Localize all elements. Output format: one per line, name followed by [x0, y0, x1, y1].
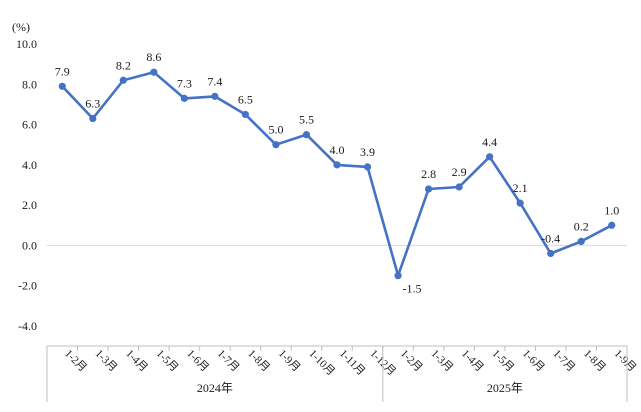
data-point — [241, 110, 250, 119]
data-label: 7.9 — [55, 64, 70, 78]
x-category-label: 1-11月 — [337, 348, 367, 378]
series-layer — [58, 68, 616, 280]
x-category-label: 1-10月 — [306, 348, 337, 379]
x-group-label: 2024年 — [197, 381, 233, 395]
data-point — [333, 161, 341, 169]
x-category-label: 1-2月 — [62, 348, 89, 375]
x-category-label: 1-4月 — [459, 348, 486, 375]
x-category-label: 1-8月 — [581, 348, 608, 375]
data-point — [547, 249, 555, 258]
x-category-label: 1-7月 — [551, 348, 578, 375]
data-point — [272, 141, 280, 149]
data-label: 7.4 — [207, 74, 222, 88]
data-point — [424, 185, 433, 193]
data-label: 2.9 — [452, 165, 467, 179]
data-point — [119, 76, 127, 84]
y-axis: 10.0 8.0 6.0 4.0 2.0 0.0 -2.0 -4.0 — [16, 37, 37, 333]
data-label: -1.5 — [403, 282, 422, 296]
x-category-label: 1-5月 — [154, 348, 181, 375]
x-group-label: 2025年 — [487, 381, 523, 395]
data-label-layer: 7.9 6.3 8.2 8.6 7.3 7.4 6.5 5.0 5.5 4.0 3.9 -1.5 2.8… — [55, 50, 619, 295]
x-category-label: 1-7月 — [215, 348, 242, 375]
x-category-label: 1-9月 — [612, 348, 639, 375]
data-label: 2.8 — [421, 167, 436, 181]
data-label: 4.0 — [330, 143, 345, 157]
x-category-label: 1-2月 — [398, 348, 425, 375]
data-label: 2.1 — [513, 181, 528, 195]
data-point — [363, 163, 372, 171]
y-tick-label: 6.0 — [22, 118, 37, 132]
data-label: 6.3 — [85, 97, 100, 111]
x-category-label: 1-4月 — [123, 348, 150, 375]
data-label: 5.0 — [268, 123, 283, 137]
data-label: 6.5 — [238, 93, 253, 107]
x-category-label: 1-3月 — [428, 348, 455, 375]
data-point — [516, 199, 524, 207]
y-tick-label: 10.0 — [16, 37, 37, 51]
data-point — [211, 92, 219, 100]
y-tick-label: -2.0 — [18, 279, 37, 293]
data-point — [89, 114, 97, 123]
x-category-label: 1-5月 — [490, 348, 517, 375]
data-label: 3.9 — [360, 145, 375, 159]
data-point — [577, 237, 585, 245]
y-tick-label: 0.0 — [22, 238, 37, 252]
data-point — [180, 94, 188, 102]
x-category-label: 1-6月 — [184, 348, 211, 375]
y-tick-label: 8.0 — [22, 77, 37, 91]
data-label: 7.3 — [177, 76, 192, 90]
x-axis: 1-2月 1-3月 1-4月 1-5月 1-6月 1-7月 1-8月 1-9月 1-10月 1-1… — [46, 244, 639, 402]
data-label: 5.5 — [299, 113, 314, 127]
data-label: 0.2 — [574, 219, 589, 233]
data-point — [394, 272, 402, 280]
y-tick-label: 4.0 — [22, 158, 37, 172]
data-point — [150, 68, 158, 76]
data-label: -0.4 — [541, 231, 560, 245]
data-point — [486, 153, 494, 161]
y-tick-label: -4.0 — [18, 319, 37, 333]
data-point — [608, 221, 616, 229]
data-point — [58, 82, 66, 90]
x-category-label: 1-9月 — [276, 348, 303, 375]
x-category-label: 1-3月 — [93, 348, 120, 375]
y-tick-label: 2.0 — [22, 198, 37, 212]
data-point — [455, 183, 463, 191]
data-label: 1.0 — [604, 203, 619, 217]
data-label: 8.6 — [146, 50, 161, 64]
data-label: 8.2 — [116, 58, 131, 72]
x-category-label: 1-6月 — [520, 348, 547, 375]
unit-label: (%) — [12, 20, 30, 34]
data-label: 4.4 — [482, 135, 497, 149]
x-category-label: 1-8月 — [245, 348, 272, 375]
data-point — [302, 131, 311, 139]
